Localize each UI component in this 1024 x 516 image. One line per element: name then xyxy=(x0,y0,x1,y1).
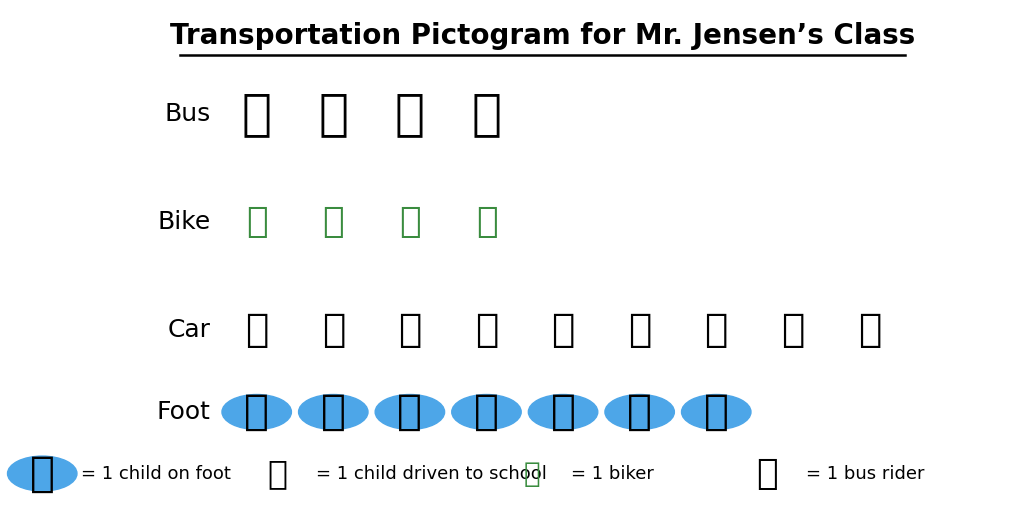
Circle shape xyxy=(299,395,368,429)
Text: 🚗: 🚗 xyxy=(705,311,728,349)
Text: 🚶: 🚶 xyxy=(244,391,269,433)
Text: Bus: Bus xyxy=(165,102,211,126)
Circle shape xyxy=(375,395,444,429)
Circle shape xyxy=(682,395,751,429)
Text: 🚗: 🚗 xyxy=(781,311,805,349)
Text: = 1 child driven to school: = 1 child driven to school xyxy=(316,464,547,482)
Text: Car: Car xyxy=(168,318,211,342)
Text: 🚗: 🚗 xyxy=(267,457,287,490)
Text: 🚲: 🚲 xyxy=(476,205,498,239)
Text: 🚶: 🚶 xyxy=(321,391,346,433)
Text: 🚗: 🚗 xyxy=(858,311,881,349)
Circle shape xyxy=(528,395,598,429)
Text: = 1 bus rider: = 1 bus rider xyxy=(806,464,925,482)
Text: 🚶: 🚶 xyxy=(551,391,575,433)
Text: 🚶: 🚶 xyxy=(703,391,729,433)
Text: 🚗: 🚗 xyxy=(628,311,651,349)
Text: 🚗: 🚗 xyxy=(245,311,268,349)
Text: 🚌: 🚌 xyxy=(318,90,348,138)
Text: = 1 biker: = 1 biker xyxy=(571,464,654,482)
Circle shape xyxy=(452,395,521,429)
Text: 🚲: 🚲 xyxy=(323,205,344,239)
Text: 🚶: 🚶 xyxy=(627,391,652,433)
Text: = 1 child on foot: = 1 child on foot xyxy=(81,464,231,482)
Text: 🚗: 🚗 xyxy=(322,311,345,349)
Text: 🚗: 🚗 xyxy=(475,311,498,349)
Text: 🚶: 🚶 xyxy=(397,391,422,433)
Text: 🚌: 🚌 xyxy=(757,457,778,491)
Text: Bike: Bike xyxy=(158,210,211,234)
Text: 🚌: 🚌 xyxy=(395,90,425,138)
Circle shape xyxy=(605,395,675,429)
Text: 🚲: 🚲 xyxy=(246,205,267,239)
Circle shape xyxy=(222,395,292,429)
Text: Transportation Pictogram for Mr. Jensen’s Class: Transportation Pictogram for Mr. Jensen’… xyxy=(170,22,915,50)
Text: 🚗: 🚗 xyxy=(551,311,574,349)
Text: 🚌: 🚌 xyxy=(471,90,502,138)
Text: Foot: Foot xyxy=(157,400,211,424)
Text: 🚌: 🚌 xyxy=(242,90,271,138)
Text: 🚲: 🚲 xyxy=(399,205,421,239)
Text: 🚗: 🚗 xyxy=(398,311,422,349)
Circle shape xyxy=(7,456,77,491)
Text: 🚶: 🚶 xyxy=(30,453,54,494)
Text: 🚲: 🚲 xyxy=(524,460,541,488)
Text: 🚶: 🚶 xyxy=(474,391,499,433)
